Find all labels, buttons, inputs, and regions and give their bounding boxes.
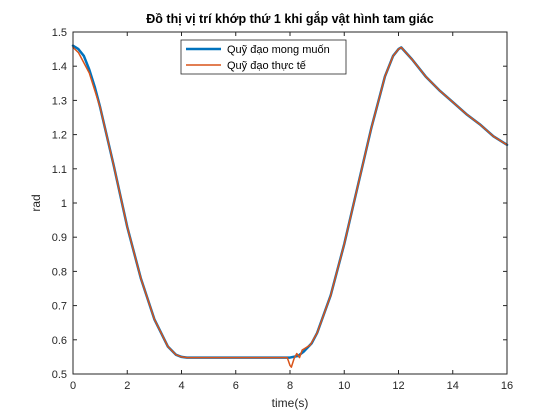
y-axis: 0.5 0.6 0.7 0.8 0.9 1 1.1 1.2 1.3 1.4 1.5 [52, 27, 507, 381]
x-tick-label: 10 [338, 380, 350, 392]
x-tick-label: 12 [392, 380, 404, 392]
legend-entry-2: Quỹ đạo thực tế [227, 60, 306, 72]
y-axis-label: rad [29, 194, 43, 211]
series-line-2 [72, 46, 508, 368]
legend-box [180, 39, 347, 75]
chart-title: Đồ thị vị trí khớp thứ 1 khi gắp vật hìn… [146, 11, 433, 26]
legend-entry-1: Quỹ đạo mong muốn [227, 44, 330, 56]
y-tick-label: 1 [61, 198, 67, 210]
x-tick-label: 16 [501, 380, 513, 392]
y-tick-label: 1.5 [52, 27, 67, 39]
x-tick-label: 0 [70, 380, 76, 392]
y-tick-label: 1.1 [52, 164, 67, 176]
x-tick-label: 4 [178, 380, 184, 392]
x-tick-label: 6 [233, 380, 239, 392]
y-tick-label: 1.3 [52, 95, 67, 107]
y-tick-label: 1.4 [52, 61, 67, 73]
y-tick-label: 0.8 [52, 266, 67, 278]
legend: Quỹ đạo mong muốn Quỹ đạo thực tế [180, 39, 347, 75]
x-tick-label: 8 [287, 380, 293, 392]
y-tick-label: 0.9 [52, 232, 67, 244]
x-axis-label: time(s) [272, 396, 309, 410]
series-layer [71, 44, 509, 368]
y-tick-label: 0.6 [52, 335, 67, 347]
y-tick-label: 0.5 [52, 369, 67, 381]
x-axis: 0 2 4 6 8 10 12 14 16 [70, 32, 513, 392]
y-tick-label: 0.7 [52, 301, 67, 313]
x-tick-label: 2 [124, 380, 130, 392]
y-tick-label: 1.2 [52, 130, 67, 142]
x-tick-label: 14 [447, 380, 459, 392]
